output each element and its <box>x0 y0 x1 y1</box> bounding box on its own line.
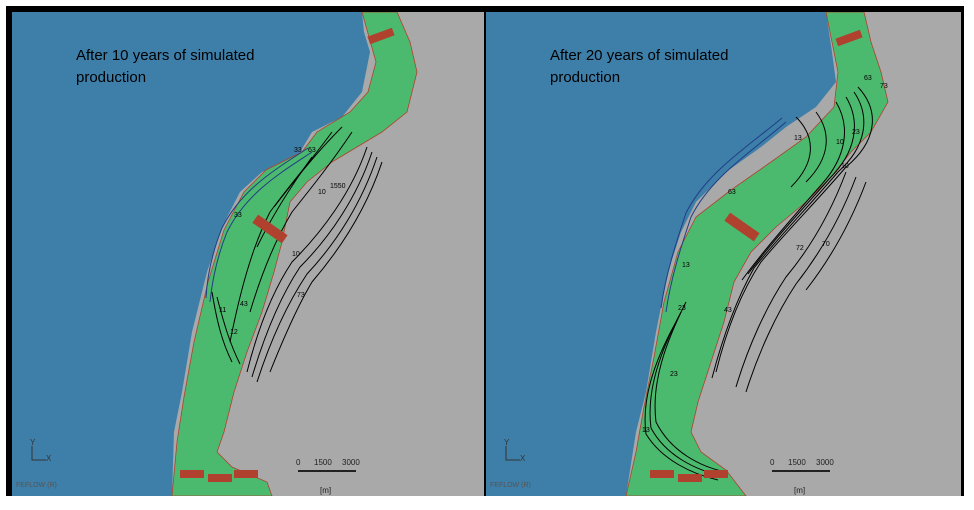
contour-label: 23 <box>670 371 678 378</box>
scale-tick: 3000 <box>816 458 834 467</box>
scale-tick: 0 <box>770 458 775 467</box>
contour-label-group: 63 73 23 10 13 63 13 23 43 70 72 10 23 1… <box>642 75 888 434</box>
well-cluster-bottom-2 <box>678 474 702 482</box>
figure-frame: 33 63 10 1550 33 11 43 12 10 73 After 10… <box>6 6 964 496</box>
contour-label: 33 <box>294 147 302 154</box>
contour-label: 63 <box>728 189 736 196</box>
contour-label: 10 <box>292 251 300 258</box>
scale-unit: [m] <box>794 486 806 495</box>
panel-title: After 20 years of simulated production <box>550 45 810 89</box>
panel-title: After 10 years of simulated production <box>76 45 336 89</box>
contour-label: 10 <box>836 139 844 146</box>
contour-lines <box>211 126 383 383</box>
contour-label-group: 33 63 10 1550 33 11 43 12 10 73 <box>219 147 346 336</box>
axis-x-label: X <box>520 454 526 463</box>
contour-lines <box>644 86 873 481</box>
contour-label: 43 <box>240 301 248 308</box>
scale-bar: 0 1500 3000 [m] <box>296 458 396 496</box>
contour-label: 11 <box>219 307 226 314</box>
wells <box>650 29 863 482</box>
software-brand: FEFLOW (R) <box>490 482 531 489</box>
contour-label: 1550 <box>330 183 346 190</box>
contour-label: 13 <box>682 262 690 269</box>
well-cluster-bottom-2 <box>208 474 232 482</box>
well-cluster-bottom-3 <box>704 470 728 478</box>
simulation-map: 33 63 10 1550 33 11 43 12 10 73 <box>12 12 484 496</box>
sea-area <box>486 12 836 496</box>
well-cluster-bottom-3 <box>234 470 258 478</box>
contour-label: 23 <box>678 305 686 312</box>
well-cluster-middle <box>252 214 288 244</box>
map-panel-20-years: 63 73 23 10 13 63 13 23 43 70 72 10 23 1… <box>486 12 961 496</box>
well-cluster-top <box>835 29 863 47</box>
sea-area <box>12 12 370 496</box>
panel-title-line1: After 10 years of simulated <box>76 47 255 64</box>
contour-label: 10 <box>318 189 326 196</box>
well-cluster-bottom-1 <box>650 470 674 478</box>
contour-lines-blue <box>205 147 313 303</box>
contour-label: 73 <box>880 83 888 90</box>
scale-tick: 1500 <box>788 458 806 467</box>
axis-arrows-icon <box>31 446 46 461</box>
contour-label: 10 <box>841 163 849 170</box>
scale-unit: [m] <box>320 486 332 495</box>
axis-y-label: Y <box>504 438 510 447</box>
scale-bar-line <box>772 470 830 472</box>
contour-label: 23 <box>852 129 860 136</box>
wells <box>180 27 395 482</box>
scale-tick: 1500 <box>314 458 332 467</box>
contour-label: 12 <box>230 329 238 336</box>
scale-tick: 0 <box>296 458 301 467</box>
contour-label: 63 <box>308 147 316 154</box>
contour-label: 43 <box>724 307 732 314</box>
axis-y-label: Y <box>30 438 36 447</box>
contour-label: 13 <box>794 135 802 142</box>
axis-arrows-icon <box>505 446 520 461</box>
contour-lines-blue <box>660 117 787 313</box>
panel-title-line1: After 20 years of simulated <box>550 47 729 64</box>
well-cluster-top <box>367 27 395 45</box>
well-cluster-middle <box>724 212 760 242</box>
scale-tick: 3000 <box>342 458 360 467</box>
aquifer-zone <box>171 12 418 496</box>
software-brand: FEFLOW (R) <box>16 482 57 489</box>
scale-bar: 0 1500 3000 [m] <box>770 458 870 496</box>
map-panel-10-years: 33 63 10 1550 33 11 43 12 10 73 After 10… <box>12 12 484 496</box>
panel-title-line2: production <box>550 69 621 86</box>
contour-label: 63 <box>864 75 872 82</box>
well-cluster-bottom-1 <box>180 470 204 478</box>
simulation-map: 63 73 23 10 13 63 13 23 43 70 72 10 23 1… <box>486 12 961 496</box>
contour-label: 73 <box>297 292 305 299</box>
panel-title-line2: production <box>76 69 147 86</box>
contour-label: 13 <box>642 427 650 434</box>
aquifer-zone <box>625 12 889 496</box>
contour-label: 33 <box>234 212 242 219</box>
contour-label: 70 <box>822 241 830 248</box>
axis-x-label: X <box>46 454 52 463</box>
scale-bar-line <box>298 470 356 472</box>
contour-label: 72 <box>796 245 804 252</box>
